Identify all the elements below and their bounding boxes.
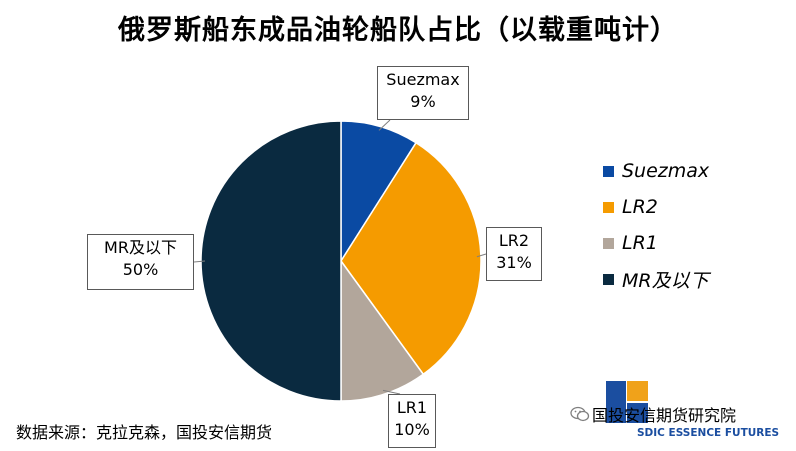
data-label-3: LR1 10% xyxy=(388,394,436,448)
data-label-category: MR及以下 xyxy=(104,238,177,257)
data-label-4: MR及以下 50% xyxy=(87,234,194,290)
source-note: 数据来源：克拉克森，国投安信期货 xyxy=(16,423,273,442)
watermark-name: 国投安信期货研究院 xyxy=(592,406,737,425)
leader-line-1 xyxy=(378,119,391,131)
data-label-1: Suezmax 9% xyxy=(377,66,469,120)
watermark-english: SDIC ESSENCE FUTURES xyxy=(637,427,780,439)
pie-slice-4 xyxy=(200,120,342,402)
wechat-icon xyxy=(570,406,590,422)
data-label-percent: 10% xyxy=(394,420,430,439)
sdic-logo xyxy=(606,381,648,423)
legend-swatch xyxy=(603,237,614,249)
chart-title: 俄罗斯船东成品油轮船队占比（以载重吨计） xyxy=(118,15,678,46)
legend-swatch xyxy=(603,165,614,177)
legend-label: LR2 xyxy=(622,196,658,218)
data-label-category: LR1 xyxy=(396,398,428,417)
data-label-2: LR2 31% xyxy=(486,227,542,281)
legend-label: LR1 xyxy=(622,232,658,254)
leader-line-2 xyxy=(476,253,487,258)
legend-item-4: MR及以下 xyxy=(603,261,709,297)
legend-item-1: Suezmax xyxy=(603,153,709,189)
leader-line-4 xyxy=(193,260,206,263)
legend-swatch xyxy=(603,273,614,285)
pie-slice-1 xyxy=(340,120,418,264)
pie-slice-2 xyxy=(340,141,482,376)
leader-line-3 xyxy=(382,389,401,395)
data-label-percent: 50% xyxy=(122,260,159,279)
chart-legend: Suezmax LR2 LR1 MR及以下 xyxy=(603,153,709,297)
watermark: 国投安信期货研究院 SDIC ESSENCE FUTURES xyxy=(540,378,790,444)
legend-swatch xyxy=(603,201,614,213)
legend-item-2: LR2 xyxy=(603,189,709,225)
pie-slice-3 xyxy=(340,258,425,402)
legend-label: Suezmax xyxy=(622,160,710,182)
legend-item-3: LR1 xyxy=(603,225,709,261)
data-label-category: LR2 xyxy=(498,231,530,250)
data-label-percent: 9% xyxy=(410,92,436,111)
data-label-category: Suezmax xyxy=(386,70,460,89)
legend-label: MR及以下 xyxy=(622,269,709,292)
data-label-percent: 31% xyxy=(496,253,532,272)
